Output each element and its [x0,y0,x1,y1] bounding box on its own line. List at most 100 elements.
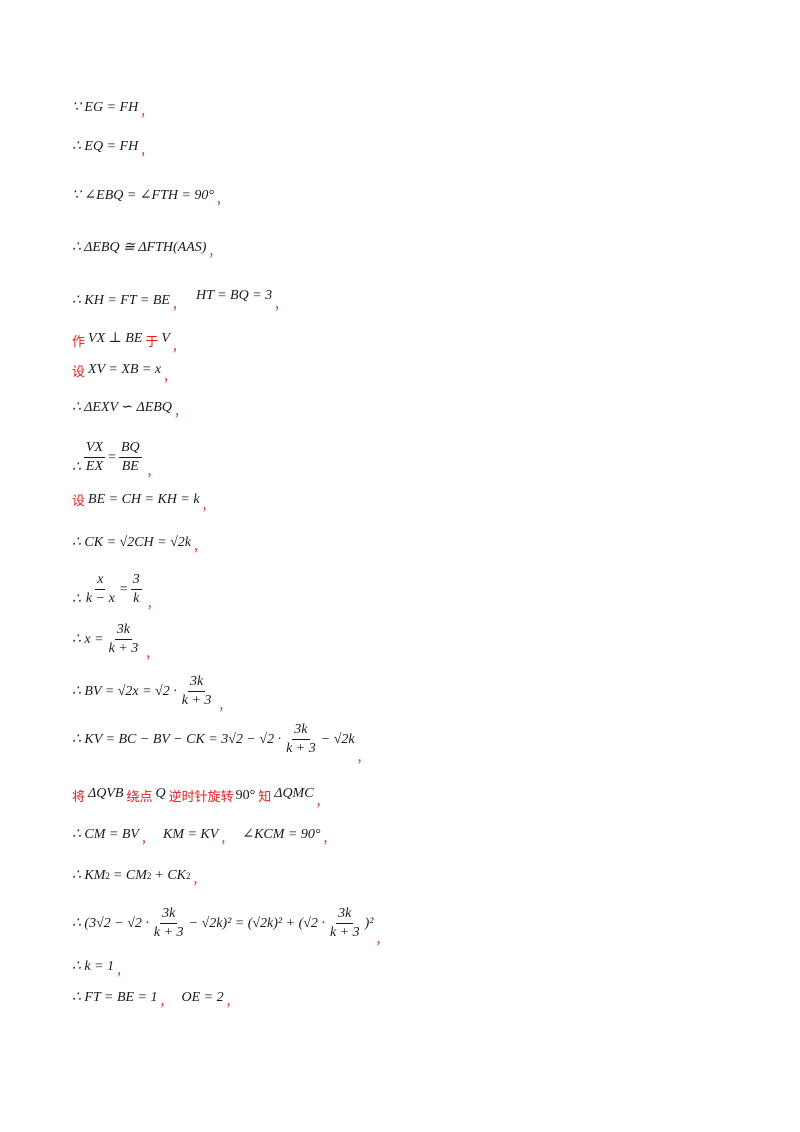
cn-text: 将 [72,790,86,805]
math-text: ∴ [72,592,81,607]
math-text: − √2k [320,731,355,747]
math-text: 90° [235,788,256,803]
math-text: ∴ ΔEBQ ≅ ΔFTH(AAS) [72,240,207,255]
fraction: 3k k + 3 [328,906,362,941]
exponent: 2 [186,871,191,881]
fraction: 3k k + 3 [284,722,318,757]
denominator: k + 3 [329,925,360,940]
denominator: k + 3 [108,641,139,656]
line-8: ∴ ΔEXV ∽ ΔEBQ ， [72,398,186,419]
numerator: 3 [130,572,142,590]
line-10: 设 BE = CH = KH = k ， [72,490,214,513]
comma: ， [140,832,153,846]
line-4: ∴ ΔEBQ ≅ ΔFTH(AAS) ， [72,238,220,259]
comma: ， [322,832,335,846]
line-9: ∴ VX EX = BQ BE ， [72,440,159,479]
denominator: BE [121,459,139,474]
math-text: Q [155,786,166,801]
numerator: VX [83,440,106,458]
comma: ， [146,465,159,479]
line-21: ∴ FT = BE = 1 ， OE = 2 ， [72,988,238,1009]
denominator: k + 3 [286,741,316,756]
line-3: ∵ ∠EBQ = ∠FTH = 90° ， [72,186,228,207]
denominator: k [133,591,140,606]
comma: ， [159,995,172,1009]
comma: ， [140,144,153,158]
cn-text: 知 [258,790,272,805]
line-17: ∴ CM = BV ， KM = KV ， ∠KCM = 90° ， [72,825,334,846]
math-text: ∵ ∠EBQ = ∠FTH = 90° [72,188,215,203]
line-13: ∴ x = 3k k + 3 ， [72,622,157,661]
math-text: XV = XB = x [88,362,162,377]
comma: ， [220,832,233,846]
line-18: ∴ KM 2 = CM 2 + CK 2 ， [72,866,205,887]
math-text: ∴ EQ = FH [72,139,139,154]
comma: ， [218,699,231,713]
comma: ， [225,995,238,1009]
math-text: HT = BQ = 3 [195,288,273,303]
cn-text: 设 [72,365,86,380]
comma: ， [145,647,158,661]
comma: ， [216,193,229,207]
line-6: 作 VX ⊥ BE 于 V ， [72,331,184,354]
comma: ， [356,751,369,765]
comma: ， [116,964,129,978]
exponent: 2 [105,871,110,881]
numerator: x [95,572,106,590]
math-text: ΔQMC [274,786,314,801]
math-text: ∴ BV = √2x = √2 · [72,684,177,699]
math-text: VX ⊥ BE [88,331,143,346]
comma: ， [163,370,176,384]
cn-text: 绕点 [126,790,153,805]
math-text: − √2k)² = (√2k)² + (√2 · [188,915,325,931]
math-text: ∴ CM = BV [72,827,139,842]
comma: ， [315,795,328,809]
math-text: KM = KV [162,827,219,842]
comma: ， [208,245,221,259]
math-text: )² [364,915,374,931]
denominator: k + 3 [153,925,184,940]
math-text: ∴ (3√2 − √2 · [72,916,149,931]
line-2: ∴ EQ = FH ， [72,137,152,158]
numerator: 3k [187,674,206,692]
comma: ， [146,597,159,611]
line-14: ∴ BV = √2x = √2 · 3k k + 3 ， [72,674,230,713]
cn-text: 作 [72,335,86,350]
cn-text: 设 [72,494,86,509]
denominator: k − x [85,591,115,606]
math-text: + CK [154,868,186,883]
cn-text: 逆时针旋转 [168,790,234,805]
numerator: 3k [160,906,178,924]
numerator: 3k [292,722,310,740]
line-7: 设 XV = XB = x ， [72,361,175,384]
math-text: ∠KCM = 90° [242,827,321,842]
math-text: ∵ EG = FH [72,100,139,115]
fraction: 3k k + 3 [180,674,214,709]
comma: ， [171,340,184,354]
fraction: 3k k + 3 [152,906,186,941]
math-text: ∴ KM [72,868,106,883]
comma: ， [274,298,287,312]
comma: ， [375,933,388,947]
math-text: ∴ ΔEXV ∽ ΔEBQ [72,400,172,415]
line-12: ∴ x k − x = 3 k ， [72,572,159,611]
math-text: ∴ CK = √2CH = √2k [72,535,192,550]
fraction: 3k k + 3 [107,622,141,657]
denominator: EX [85,459,104,474]
numerator: BQ [118,440,142,458]
math-text: ∴ [72,460,81,475]
fraction: BQ BE [118,440,142,475]
math-text: OE = 2 [181,990,224,1005]
math-text: ∴ x = [72,632,104,647]
comma: ， [140,105,153,119]
line-20: ∴ k = 1 ， [72,957,128,978]
math-text: ΔQVB [88,786,124,801]
math-text: ∴ KV = BC − BV − CK = 3√2 − √2 · [72,732,282,747]
comma: ， [173,405,186,419]
math-text: = CM [112,868,147,883]
denominator: k + 3 [181,693,212,708]
fraction: VX EX [83,440,106,475]
comma: ， [171,298,184,312]
math-text: ∴ KH = FT = BE [72,293,170,308]
line-19: ∴ (3√2 − √2 · 3k k + 3 − √2k)² = (√2k)² … [72,906,387,947]
